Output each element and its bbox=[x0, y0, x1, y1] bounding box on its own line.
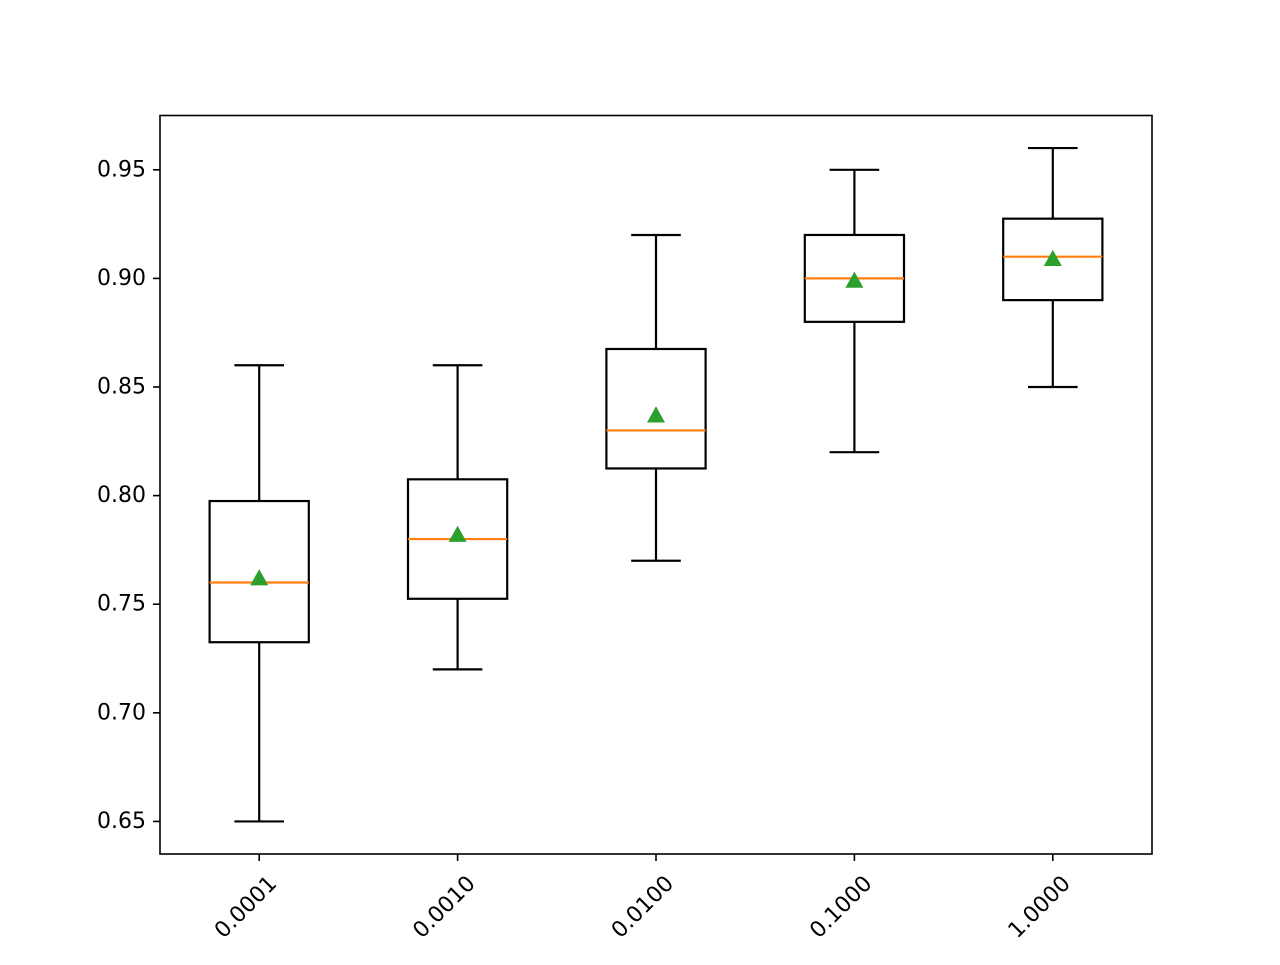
x-tick-label: 0.1000 bbox=[805, 871, 877, 943]
mean-marker bbox=[647, 406, 665, 423]
mean-marker bbox=[448, 525, 467, 542]
box-0.0001 bbox=[208, 364, 310, 823]
iqr-box bbox=[1002, 217, 1104, 302]
box-0.1000 bbox=[803, 168, 906, 454]
y-tick-label: 0.90 bbox=[97, 266, 146, 291]
box-0.0100 bbox=[605, 233, 707, 562]
x-tick-label: 0.0001 bbox=[210, 871, 282, 943]
y-tick-label: 0.80 bbox=[97, 483, 146, 508]
iqr-box bbox=[605, 347, 707, 470]
box-series bbox=[208, 146, 1104, 823]
mean-marker bbox=[845, 271, 864, 288]
x-tick-label: 0.0010 bbox=[408, 871, 480, 943]
x-tick-label: 1.0000 bbox=[1004, 871, 1076, 943]
y-tick-label: 0.95 bbox=[97, 157, 146, 182]
box-0.0010 bbox=[406, 364, 509, 671]
y-tick-label: 0.75 bbox=[97, 592, 146, 617]
y-tick-label: 0.65 bbox=[97, 809, 146, 834]
y-tick-label: 0.85 bbox=[97, 375, 146, 400]
y-axis: 0.65 0.70 0.75 0.80 0.85 0.90 0.95 bbox=[97, 157, 160, 834]
mean-marker bbox=[1043, 249, 1062, 267]
x-axis: 0.0001 0.0010 0.0100 0.1000 1.0000 bbox=[210, 854, 1076, 943]
box-1.0000 bbox=[1002, 146, 1104, 389]
y-tick-label: 0.70 bbox=[97, 700, 146, 725]
mean-marker bbox=[250, 569, 269, 586]
iqr-box bbox=[208, 499, 310, 644]
x-tick-label: 0.0100 bbox=[607, 871, 679, 943]
